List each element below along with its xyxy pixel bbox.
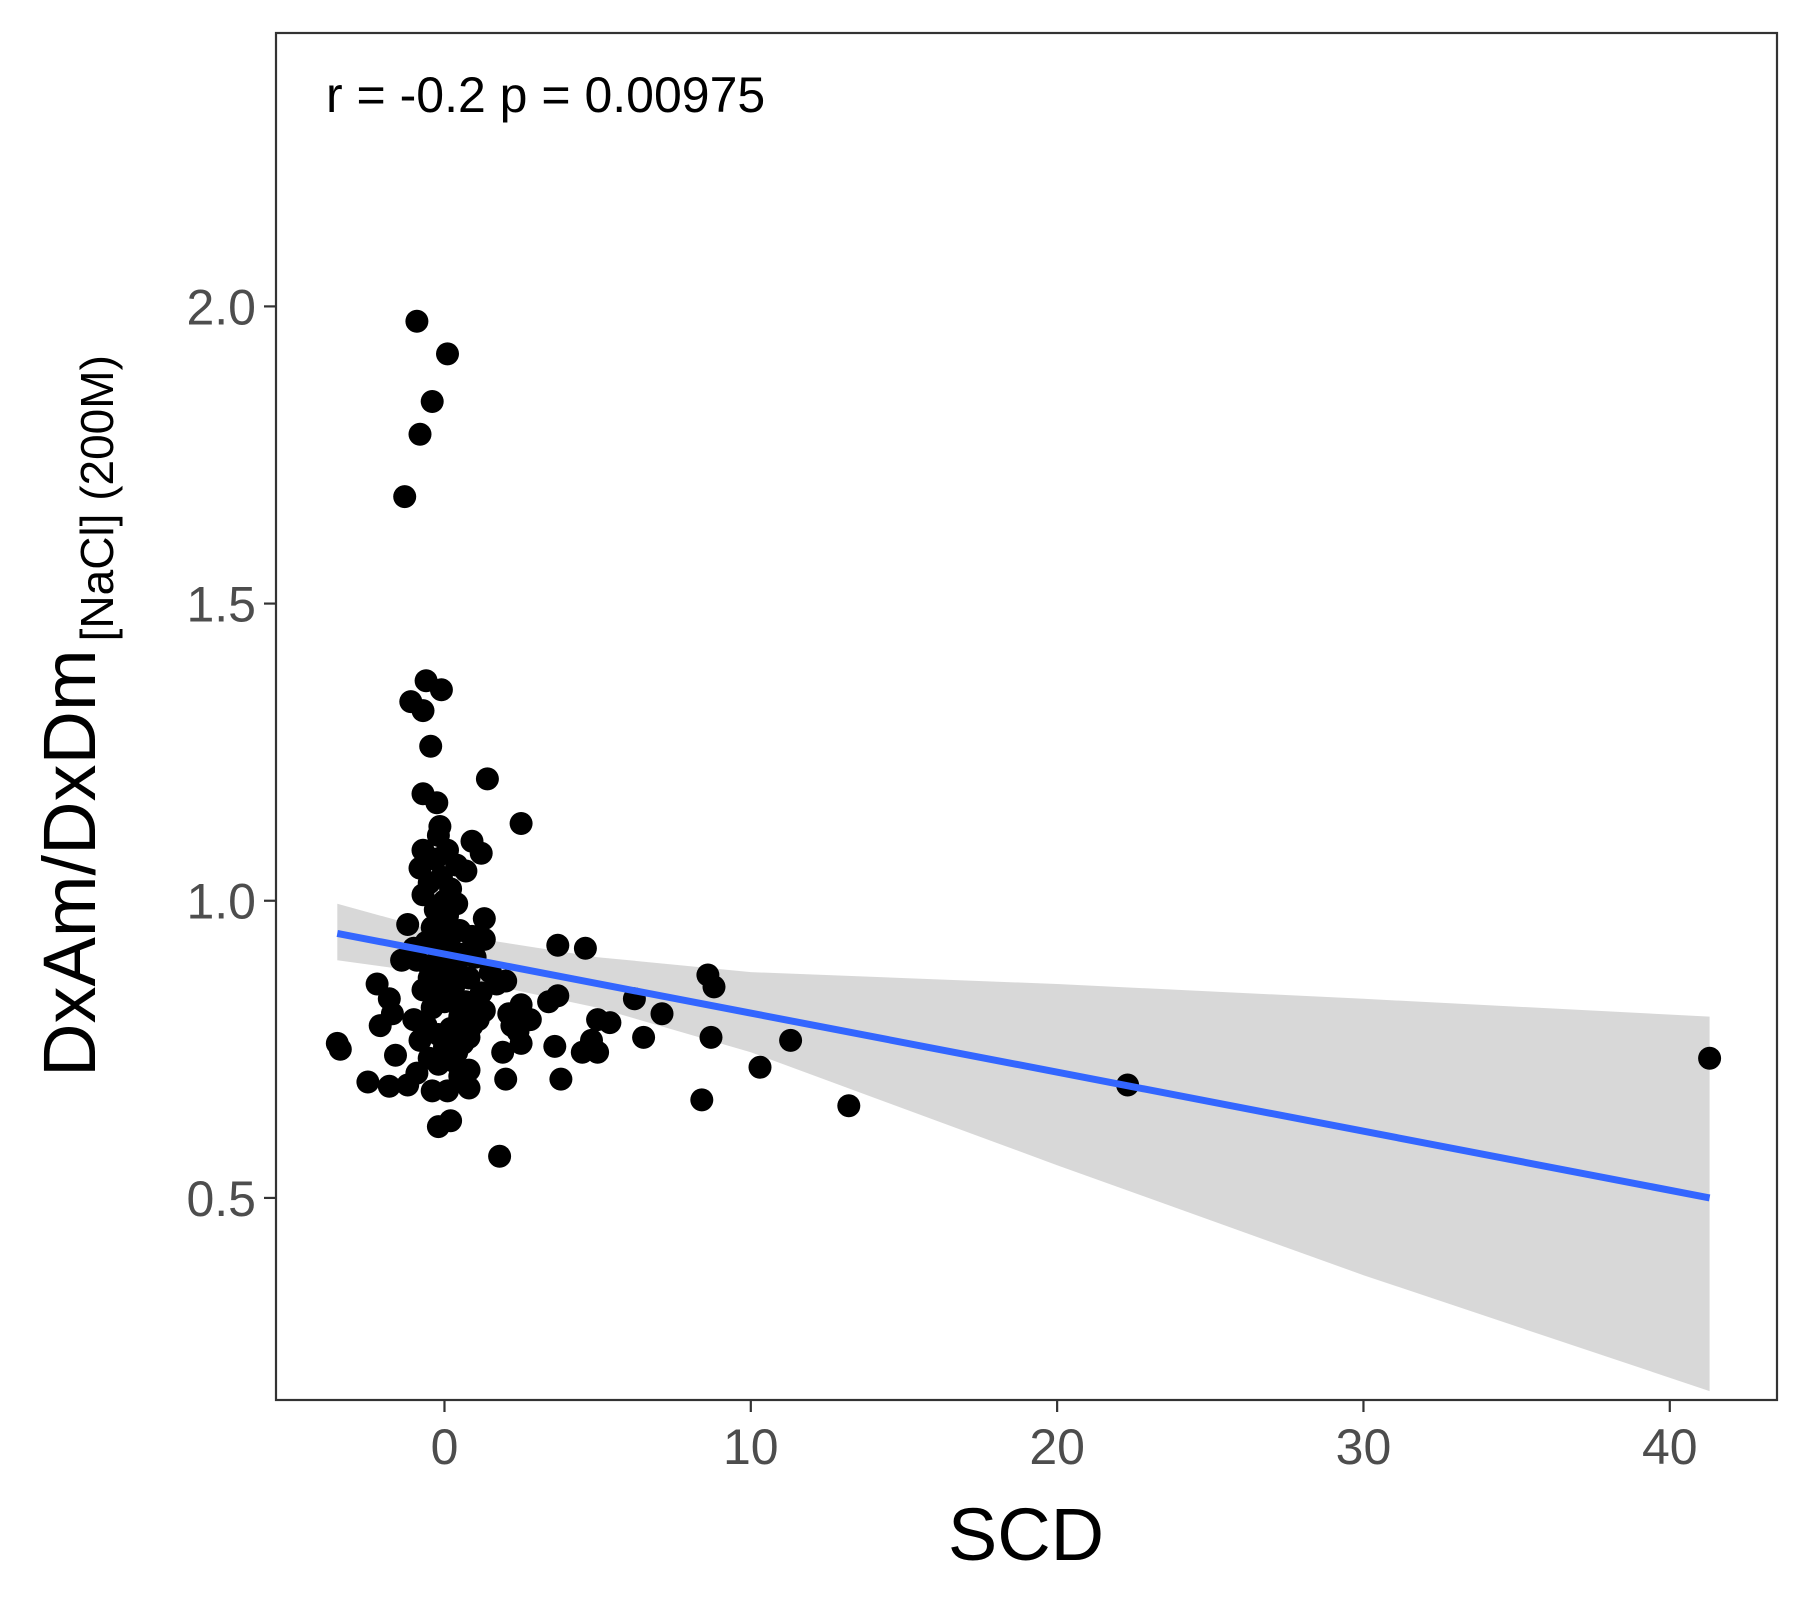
data-point (368, 1014, 392, 1038)
data-point (573, 936, 597, 960)
correlation-annotation: r = -0.2 p = 0.00975 (326, 67, 765, 123)
y-tick-label: 2.0 (186, 279, 256, 335)
data-point (598, 1011, 622, 1035)
x-tick-label: 0 (431, 1419, 459, 1475)
data-point (537, 990, 561, 1014)
data-point (451, 1031, 475, 1055)
data-point (509, 1031, 533, 1055)
data-point (426, 1052, 450, 1076)
data-point (405, 309, 429, 333)
data-point (472, 927, 496, 951)
data-point (494, 1067, 518, 1091)
x-axis-title: SCD (948, 1493, 1104, 1576)
data-point (442, 972, 466, 996)
data-point (650, 1002, 674, 1026)
y-tick-label: 0.5 (186, 1171, 256, 1227)
y-tick-label: 1.5 (186, 577, 256, 633)
data-point (469, 841, 493, 865)
data-point (549, 1067, 573, 1091)
data-point (393, 485, 417, 509)
data-point (472, 907, 496, 931)
data-point (425, 791, 449, 815)
data-point (632, 1025, 656, 1049)
data-point (377, 1074, 401, 1098)
data-point (426, 1115, 450, 1139)
data-point (690, 1088, 714, 1112)
regression-line (336, 930, 1711, 1202)
data-point (748, 1055, 772, 1079)
data-point (702, 975, 726, 999)
fit-line-layer (336, 930, 1711, 1202)
data-point (509, 812, 533, 835)
data-point (491, 1040, 515, 1064)
data-point (779, 1028, 803, 1052)
data-point (411, 699, 435, 723)
data-point (454, 859, 478, 883)
x-tick-label: 30 (1336, 1419, 1392, 1475)
points-layer (325, 309, 1722, 1168)
data-point (384, 1043, 407, 1067)
x-tick-label: 40 (1642, 1419, 1698, 1475)
data-point (420, 390, 444, 413)
x-tick-label: 10 (723, 1419, 779, 1475)
data-point (466, 1008, 490, 1032)
y-tick-label: 1.0 (186, 874, 256, 930)
data-point (543, 1034, 567, 1058)
data-point (436, 1079, 459, 1103)
data-point (419, 734, 443, 758)
y-axis-title-subscript: [NaCl] (200M) (71, 355, 123, 641)
data-point (436, 342, 459, 366)
data-point (408, 422, 432, 446)
data-point (485, 972, 509, 996)
confidence-band (337, 903, 1710, 1392)
x-axis: 0 10 20 30 40 (431, 1400, 1698, 1475)
panel-border (274, 31, 1779, 1402)
data-point (429, 678, 453, 702)
data-point (546, 933, 570, 957)
data-point (328, 1037, 352, 1061)
y-axis-title: DxAm/DxDm [NaCl] (200M) (28, 355, 123, 1077)
data-point (396, 1073, 420, 1097)
data-point (837, 1094, 861, 1118)
data-point (699, 1025, 723, 1049)
data-point (396, 913, 420, 936)
y-axis: 0.5 1.0 1.5 2.0 (186, 279, 276, 1227)
data-point (1698, 1046, 1722, 1070)
data-point (475, 767, 499, 791)
data-point (586, 1040, 610, 1064)
confidence-band-layer (337, 903, 1710, 1392)
y-axis-title-main: DxAm/DxDm (28, 649, 111, 1077)
data-point (417, 966, 441, 990)
data-point (497, 1002, 521, 1026)
data-point (488, 1144, 512, 1168)
data-point (454, 990, 478, 1014)
x-tick-label: 20 (1029, 1419, 1085, 1475)
data-point (457, 1076, 481, 1100)
data-point (356, 1070, 380, 1094)
data-point (408, 1028, 432, 1052)
